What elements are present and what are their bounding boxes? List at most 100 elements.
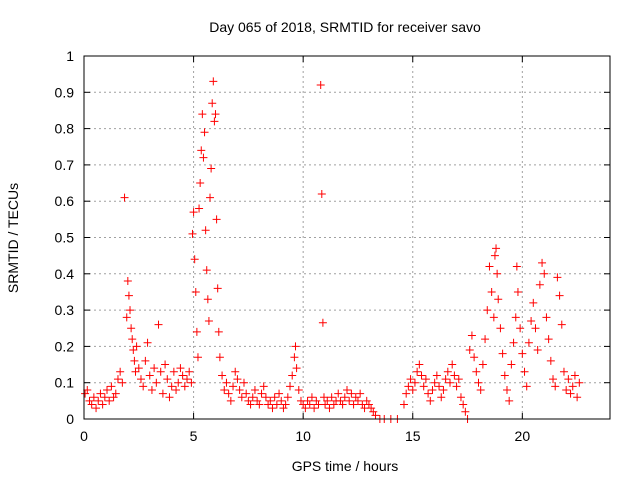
data-point bbox=[187, 378, 196, 387]
data-point bbox=[261, 393, 270, 402]
data-point bbox=[474, 378, 483, 387]
data-point bbox=[192, 327, 201, 336]
data-point bbox=[406, 375, 415, 384]
y-tick-label: 0 bbox=[66, 411, 74, 427]
data-point bbox=[553, 273, 562, 282]
data-point bbox=[111, 389, 120, 398]
data-point bbox=[415, 360, 424, 369]
data-point bbox=[472, 367, 481, 376]
data-point bbox=[283, 393, 292, 402]
data-point bbox=[450, 371, 459, 380]
data-point bbox=[570, 371, 579, 380]
data-point bbox=[290, 353, 299, 362]
data-point bbox=[527, 316, 536, 325]
data-point bbox=[107, 382, 116, 391]
data-point bbox=[481, 335, 490, 344]
data-point bbox=[131, 367, 140, 376]
data-point bbox=[87, 400, 96, 409]
data-point bbox=[325, 404, 334, 413]
data-point bbox=[454, 375, 463, 384]
data-point bbox=[152, 378, 161, 387]
data-point bbox=[321, 400, 330, 409]
data-point bbox=[279, 404, 288, 413]
data-point bbox=[120, 193, 129, 202]
data-point bbox=[524, 338, 533, 347]
data-point bbox=[196, 179, 205, 188]
data-point bbox=[211, 110, 220, 119]
data-point bbox=[426, 396, 435, 405]
data-point bbox=[239, 378, 248, 387]
data-point bbox=[163, 375, 172, 384]
data-point bbox=[408, 385, 417, 394]
data-point bbox=[505, 396, 514, 405]
data-point bbox=[551, 382, 560, 391]
data-point bbox=[424, 389, 433, 398]
data-point bbox=[511, 313, 520, 322]
data-point bbox=[421, 375, 430, 384]
data-point bbox=[417, 371, 426, 380]
data-point bbox=[538, 258, 547, 267]
data-point bbox=[199, 153, 208, 162]
data-point bbox=[209, 77, 218, 86]
data-point bbox=[204, 316, 213, 325]
data-point bbox=[461, 407, 470, 416]
data-point bbox=[165, 393, 174, 402]
data-point bbox=[130, 356, 139, 365]
data-point bbox=[288, 371, 297, 380]
data-point bbox=[116, 367, 125, 376]
data-point bbox=[540, 269, 549, 278]
data-point bbox=[518, 349, 527, 358]
data-point bbox=[98, 400, 107, 409]
data-point bbox=[154, 320, 163, 329]
data-point bbox=[183, 375, 192, 384]
data-point bbox=[446, 378, 455, 387]
data-points bbox=[81, 77, 584, 423]
data-point bbox=[336, 396, 345, 405]
data-point bbox=[489, 313, 498, 322]
x-tick-label: 20 bbox=[515, 428, 531, 444]
data-point bbox=[281, 400, 290, 409]
data-point bbox=[286, 382, 295, 391]
data-point bbox=[483, 306, 492, 315]
data-point bbox=[410, 378, 419, 387]
data-point bbox=[500, 371, 509, 380]
data-point bbox=[575, 378, 584, 387]
data-point bbox=[557, 320, 566, 329]
data-point bbox=[139, 382, 148, 391]
data-point bbox=[291, 342, 300, 351]
data-point bbox=[272, 400, 281, 409]
data-point bbox=[100, 393, 109, 402]
x-tick-label: 10 bbox=[295, 428, 311, 444]
data-point bbox=[439, 385, 448, 394]
y-tick-label: 0.1 bbox=[55, 375, 75, 391]
data-point bbox=[529, 298, 538, 307]
y-tick-label: 1 bbox=[66, 48, 74, 64]
data-point bbox=[132, 342, 141, 351]
data-point bbox=[250, 385, 259, 394]
data-point bbox=[126, 306, 135, 315]
data-point bbox=[127, 324, 136, 333]
data-point bbox=[459, 400, 468, 409]
data-point bbox=[233, 375, 242, 384]
data-point bbox=[174, 378, 183, 387]
data-point bbox=[169, 367, 178, 376]
data-point bbox=[512, 262, 521, 271]
data-point bbox=[268, 404, 277, 413]
data-point bbox=[452, 382, 461, 391]
data-point bbox=[257, 389, 266, 398]
data-point bbox=[94, 396, 103, 405]
data-point bbox=[496, 324, 505, 333]
data-point bbox=[437, 393, 446, 402]
y-tick-label: 0.5 bbox=[55, 230, 75, 246]
data-point bbox=[197, 146, 206, 155]
data-point bbox=[307, 393, 316, 402]
chart-title: Day 065 of 2018, SRMTID for receiver sav… bbox=[209, 19, 481, 35]
data-point bbox=[404, 382, 413, 391]
data-point bbox=[303, 396, 312, 405]
data-point bbox=[432, 371, 441, 380]
data-point bbox=[167, 382, 176, 391]
data-point bbox=[123, 277, 132, 286]
data-point bbox=[312, 396, 321, 405]
data-point bbox=[351, 393, 360, 402]
data-point bbox=[237, 393, 246, 402]
